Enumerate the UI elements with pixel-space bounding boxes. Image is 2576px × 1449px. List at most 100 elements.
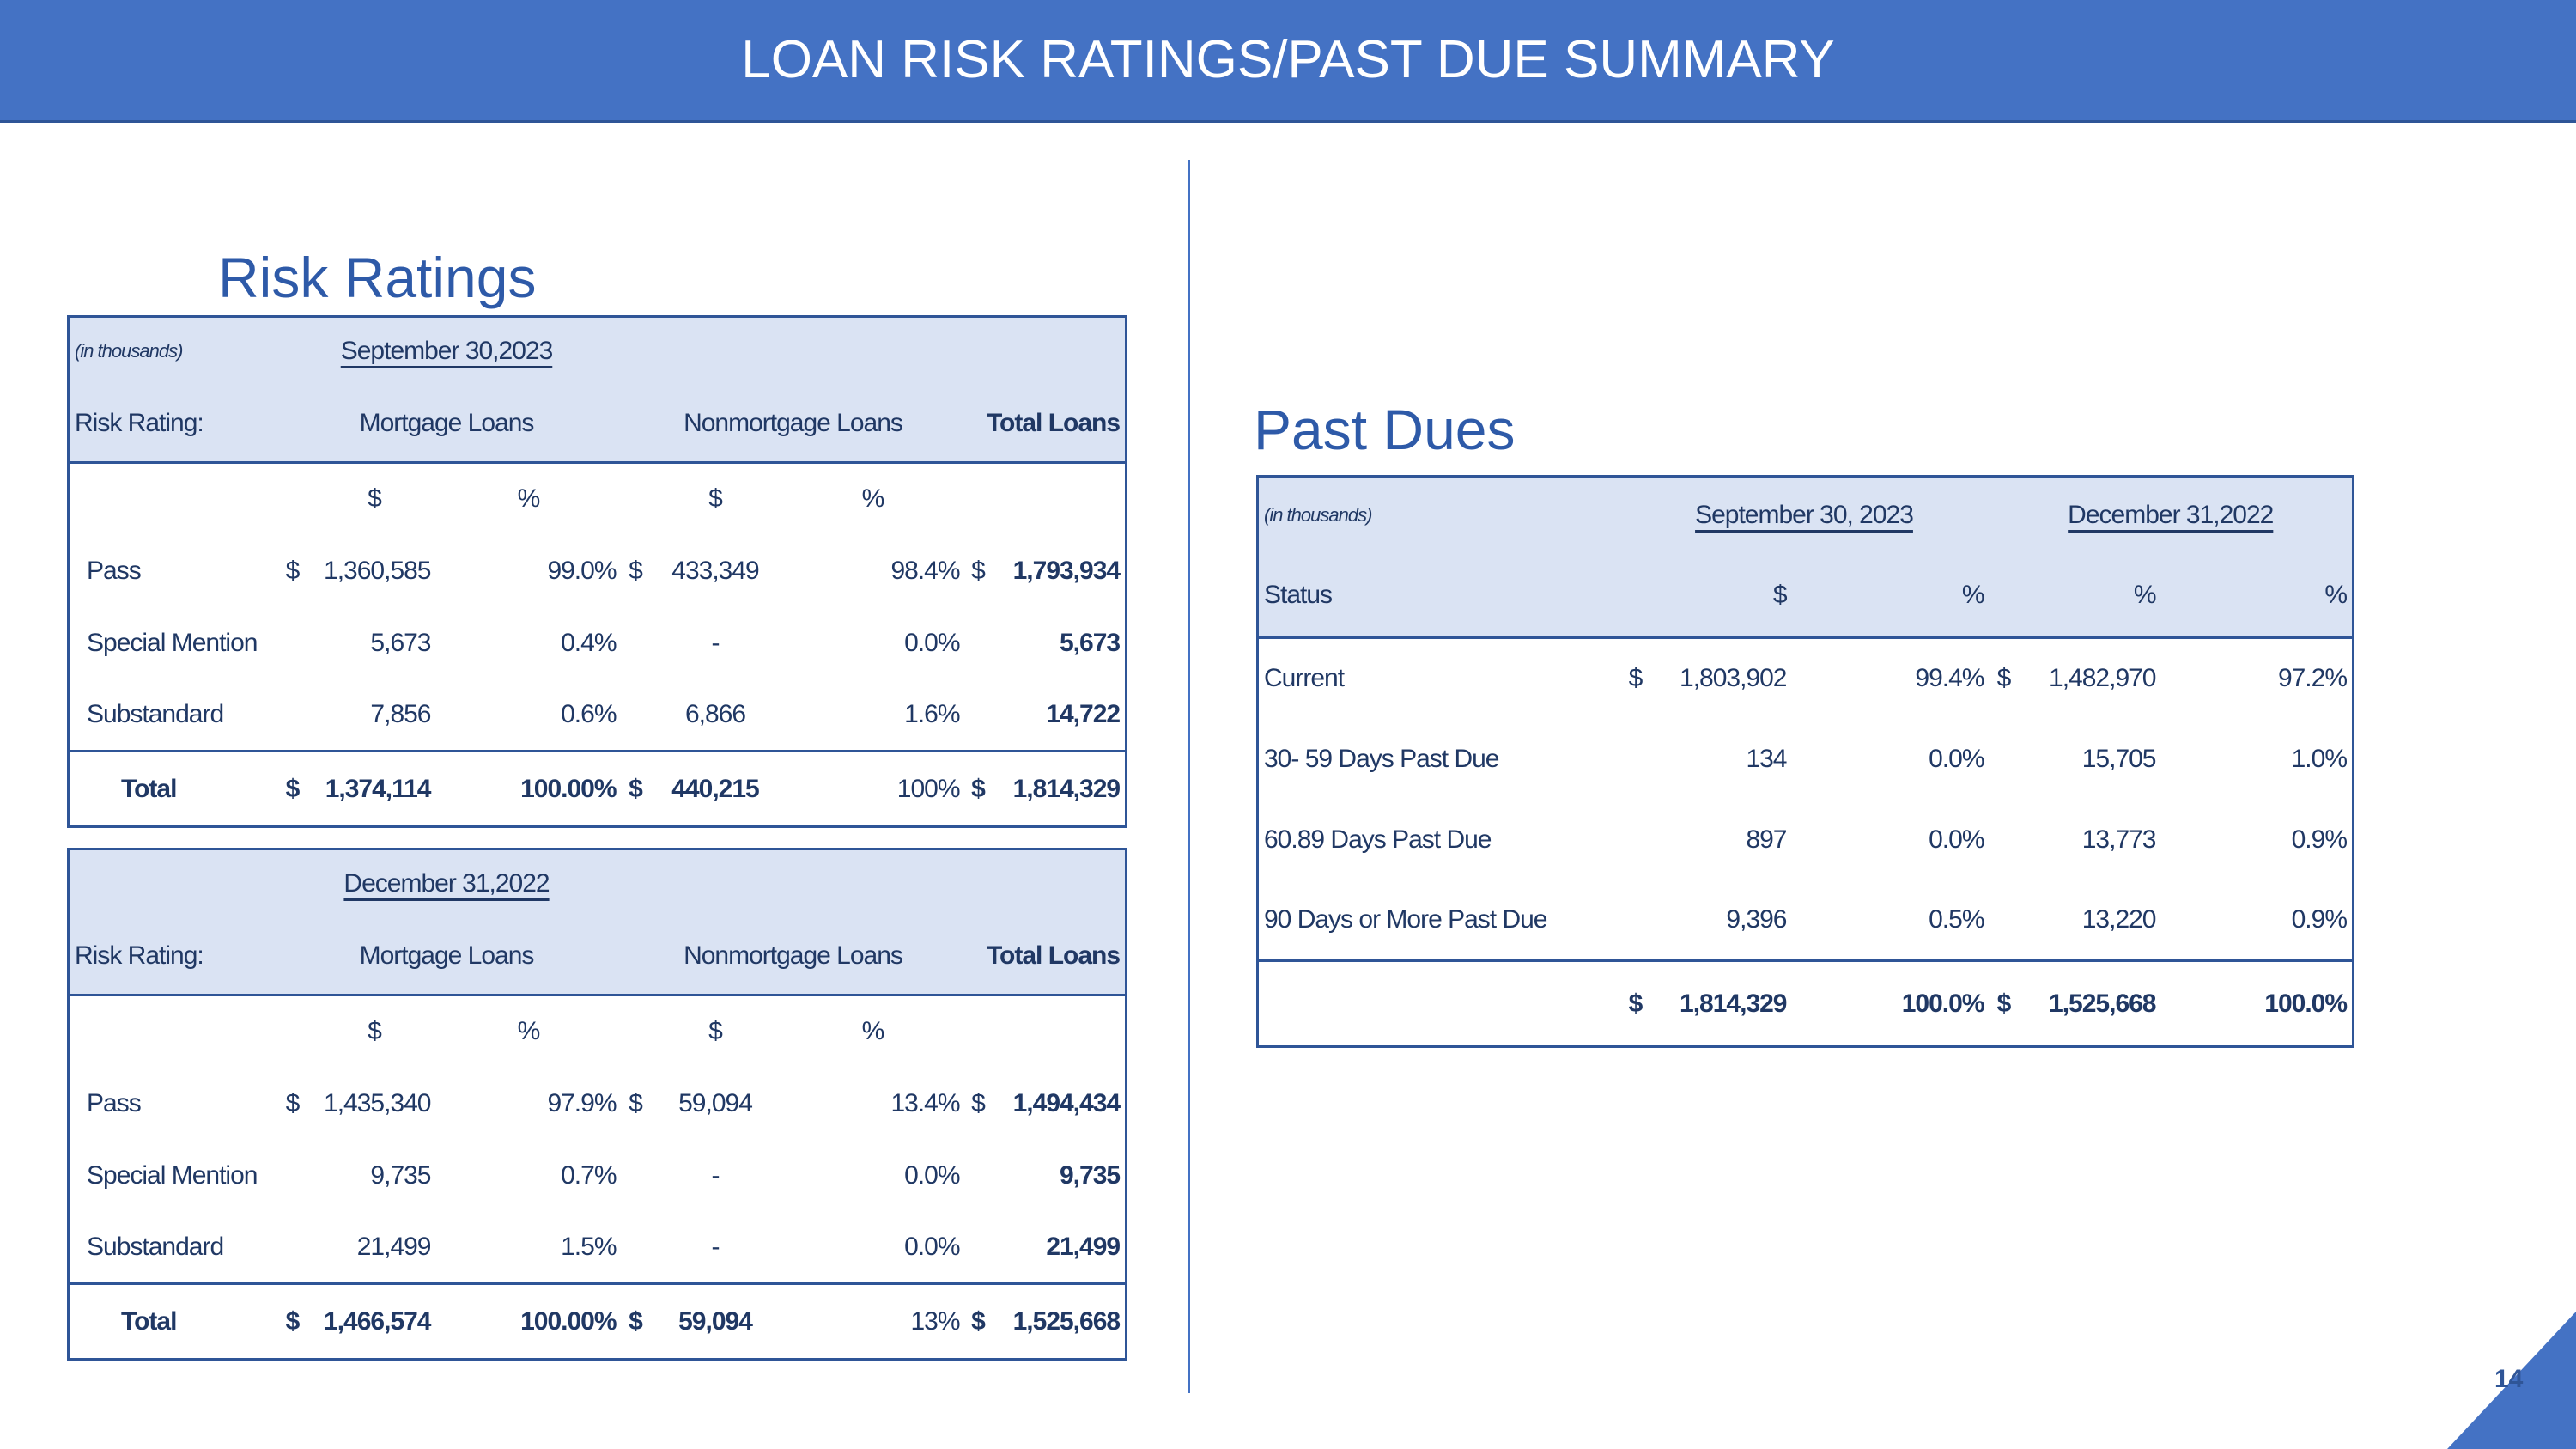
cell: $ (971, 1088, 986, 1117)
total-cell: 100.0% (2160, 959, 2354, 1047)
cell (622, 1140, 650, 1212)
unit-header: $ (708, 1017, 723, 1046)
total-cell: 100.00% (435, 750, 622, 827)
cell (965, 1140, 992, 1212)
cell (622, 995, 650, 1068)
cell (965, 463, 992, 535)
cell (965, 1212, 992, 1284)
section-title: Past Dues (1254, 398, 1516, 461)
cell: Substandard (87, 699, 224, 728)
total-cell: 1,814,329 (1651, 959, 1792, 1047)
cell: 1,482,970 (2049, 664, 2156, 693)
cell (965, 607, 992, 679)
table-row: Pass $1,360,585 99.0% $433,349 98.4% $1,793,9… (69, 535, 1127, 607)
cell: $ (629, 556, 643, 585)
cell: 1,803,902 (1680, 664, 1787, 693)
cell: 13,773 (2081, 825, 2157, 854)
cell (621, 316, 1127, 386)
page-number: 14 (2494, 1365, 2524, 1393)
cell: 97.9% (547, 1088, 617, 1117)
cell: 0.0% (1929, 744, 1984, 773)
table-row: $% $% (69, 995, 1127, 1068)
total-cell: 100.00% (435, 1282, 622, 1360)
cell: 0.5% (1929, 904, 1984, 934)
cell: $ (971, 556, 986, 585)
cell: 98.4% (890, 556, 960, 585)
cell (621, 849, 1127, 918)
table-row: Current $1,803,902 99.4% $1,482,970 97.2% (1258, 638, 2354, 719)
cell (272, 607, 313, 679)
cell (1619, 553, 1652, 639)
cell: - (711, 1160, 720, 1190)
total-cell (1257, 959, 1619, 1047)
cell: 30- 59 Days Past Due (1264, 744, 1499, 773)
cell: - (711, 628, 720, 657)
total-cell: $ (271, 1282, 313, 1360)
cell: 0.9% (2291, 904, 2348, 934)
cell: 90 Days or More Past Due (1264, 904, 1547, 934)
cell: 7,856 (370, 699, 431, 728)
cell (272, 995, 313, 1068)
cell: 0.7% (561, 1160, 617, 1190)
total-cell: 1,525,668 (2018, 959, 2161, 1047)
date-header: September 30, 2023 (1619, 476, 1990, 554)
total-cell: 59,094 (649, 1282, 781, 1360)
cell (1619, 800, 1652, 880)
cell: 9,735 (370, 1160, 431, 1190)
cell: 21,499 (356, 1232, 432, 1261)
table-row: Total $1,374,114 100.00% $440,215 100% $1,814… (68, 750, 1127, 827)
slide-title: LOAN RISK RATINGS/PAST DUE SUMMARY (0, 0, 2576, 123)
cell: 1.6% (904, 699, 960, 728)
unit-header: $ (708, 484, 723, 514)
cell: $ (1628, 664, 1643, 693)
cell (992, 463, 1127, 535)
table-row: Special Mention 9,735 0.7% - 0.0% 9,735 (69, 1140, 1127, 1212)
table-note (68, 849, 272, 918)
cell (1990, 719, 2019, 800)
table-row: Risk Rating: Mortgage Loans Nonmortgage Lo… (68, 385, 1127, 464)
table-row: Special Mention 5,673 0.4% - 0.0% 5,673 (69, 607, 1127, 679)
column-header: Nonmortgage Loans (621, 385, 965, 464)
page-corner: 14 (2447, 1312, 2576, 1449)
table-row: 60.89 Days Past Due 897 0.0% 13,773 0.9% (1258, 800, 2354, 880)
cell: Pass (87, 556, 142, 585)
column-header: Total Loans (964, 917, 1127, 996)
column-header: $ (1651, 553, 1792, 639)
column-header: % (1791, 553, 1990, 639)
cell: 99.0% (547, 556, 617, 585)
cell: 99.4% (1915, 664, 1984, 693)
table-row: Substandard 7,856 0.6% 6,866 1.6% 14,722 (69, 679, 1127, 752)
cell: $ (285, 1088, 301, 1117)
column-header: % (2018, 553, 2161, 639)
total-cell: 1,466,574 (313, 1282, 436, 1360)
cell: 0.9% (2291, 825, 2348, 854)
table-row: Pass $1,435,340 97.9% $59,094 13.4% $1,494,43… (69, 1068, 1127, 1140)
cell: Current (1264, 664, 1345, 693)
column-header: Total Loans (964, 385, 1127, 464)
date-header: December 31,2022 (271, 849, 622, 918)
date-header: December 31,2022 (1989, 476, 2354, 554)
column-header: Nonmortgage Loans (621, 917, 965, 996)
total-cell: 1,374,114 (313, 750, 436, 827)
cell (1990, 800, 2019, 880)
cell: 0.0% (904, 628, 960, 657)
cell (965, 679, 992, 752)
cell: Substandard (87, 1232, 224, 1261)
cell: 1.0% (2291, 744, 2348, 773)
section-title: Risk Ratings (218, 246, 537, 309)
cell: 59,094 (678, 1088, 753, 1117)
cell: - (711, 1232, 720, 1261)
cell: 0.0% (904, 1160, 960, 1190)
cell: Pass (87, 1088, 142, 1117)
past-due-table: (in thousands) September 30, 2023 December… (1256, 475, 2355, 1048)
total-cell: 1,525,668 (991, 1282, 1127, 1360)
cell (1990, 880, 2019, 961)
table-note: (in thousands) (1257, 476, 1619, 554)
cell: 21,499 (1046, 1232, 1121, 1261)
cell (272, 1140, 313, 1212)
cell (272, 1212, 313, 1284)
total-cell: Total (68, 1282, 272, 1360)
cell: 0.0% (904, 1232, 960, 1261)
cell: 1,360,585 (324, 556, 431, 585)
